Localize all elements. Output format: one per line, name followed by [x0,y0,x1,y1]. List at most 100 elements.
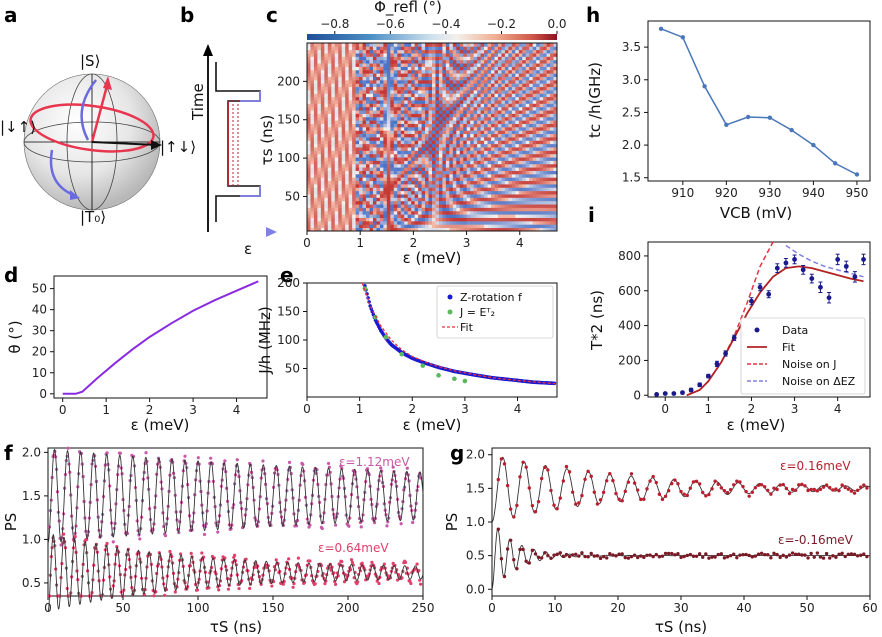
heatmap-cell [355,69,360,74]
heatmap-cell [515,140,520,145]
heatmap-cell [369,187,374,192]
heatmap-cell [359,126,363,131]
heatmap-cell [522,147,527,151]
heatmap-cell [515,153,520,158]
heatmap-cell [348,224,353,229]
heatmap-cell [411,123,416,128]
heatmap-cell [456,207,461,212]
heatmap-cell [550,93,554,98]
heatmap-cell [484,53,488,57]
heatmap-cell [543,217,547,222]
heatmap-cell [313,49,318,54]
heatmap-cell [432,173,436,178]
heatmap-cell [501,160,506,165]
heatmap-cell [435,220,440,225]
y-tick-label: 150 [277,113,300,127]
heatmap-cell [532,197,537,202]
heatmap-cell [390,103,395,108]
heatmap-cell [435,126,440,131]
heatmap-cell [324,190,329,195]
heatmap-cell [324,123,329,128]
heatmap-cell [518,53,523,57]
heatmap-cell [366,153,370,158]
heatmap-cell [484,93,488,98]
heatmap-cell [407,83,412,88]
heatmap-cell [442,214,447,218]
heatmap-cell [397,90,402,94]
heatmap-cell [449,59,454,64]
heatmap-cell [484,120,488,124]
heatmap-cell [550,76,554,81]
heatmap-cell [536,113,541,118]
heatmap-cell [345,153,350,158]
heatmap-cell [466,113,471,118]
heatmap-cell [369,207,374,212]
heatmap-cell [366,207,370,212]
heatmap-cell [310,157,315,161]
heatmap-cell [546,126,551,131]
heatmap-cell [501,190,506,195]
heatmap-cell [383,204,388,208]
heatmap-cell [359,79,363,84]
heatmap-cell [359,150,363,155]
heatmap-cell [418,184,422,188]
heatmap-cell [334,79,339,84]
heatmap-cell [456,110,461,114]
tc-point [811,142,816,148]
heatmap-cell [390,56,395,61]
heatmap-cell [386,130,391,135]
heatmap-cell [428,173,433,178]
x-tick-label: 100 [187,601,210,615]
heatmap-cell [473,79,478,84]
heatmap-cell [390,76,395,81]
heatmap-cell [313,66,318,71]
heatmap-cell [407,103,412,108]
heatmap-cell [511,123,516,128]
heatmap-cell [372,63,377,67]
heatmap-cell [501,93,506,98]
heatmap-cell [418,49,422,54]
heatmap-cell [518,163,523,168]
heatmap-cell [449,224,454,229]
heatmap-cell [459,66,464,71]
heatmap-cell [442,43,447,47]
heatmap-cell [432,220,436,225]
heatmap-cell [376,190,381,195]
panel-d-frame [53,275,268,399]
heatmap-cell [529,147,534,151]
heatmap-cell [456,143,461,148]
heatmap-cell [393,147,398,151]
heatmap-cell [435,96,440,101]
heatmap-cell [501,63,506,67]
heatmap-cell [400,113,405,118]
heatmap-cell [504,190,509,195]
heatmap-cell [480,73,485,77]
heatmap-cell [432,143,436,148]
heatmap-cell [369,76,374,81]
heatmap-cell [390,116,395,121]
heatmap-cell [484,137,488,141]
heatmap-cell [459,157,464,161]
heatmap-cell [428,83,433,88]
heatmap-cell [539,53,544,57]
heatmap-cell [386,100,391,104]
heatmap-cell [497,53,502,57]
data-point [783,260,789,266]
heatmap-cell [425,173,429,178]
heatmap-cell [414,210,419,215]
heatmap-cell [477,73,482,77]
heatmap-cell [407,69,412,74]
heatmap-cell [449,43,454,47]
heatmap-cell [550,46,554,51]
heatmap-cell [393,180,398,185]
heatmap-cell [494,73,499,77]
heatmap-cell [529,93,534,98]
heatmap-cell [449,49,454,54]
heatmap-cell [470,86,475,91]
heatmap-cell [400,133,405,138]
heatmap-cell [341,227,346,231]
heatmap-cell [421,153,426,158]
heatmap-cell [338,147,343,151]
heatmap-cell [418,200,422,205]
heatmap-cell [501,210,506,215]
